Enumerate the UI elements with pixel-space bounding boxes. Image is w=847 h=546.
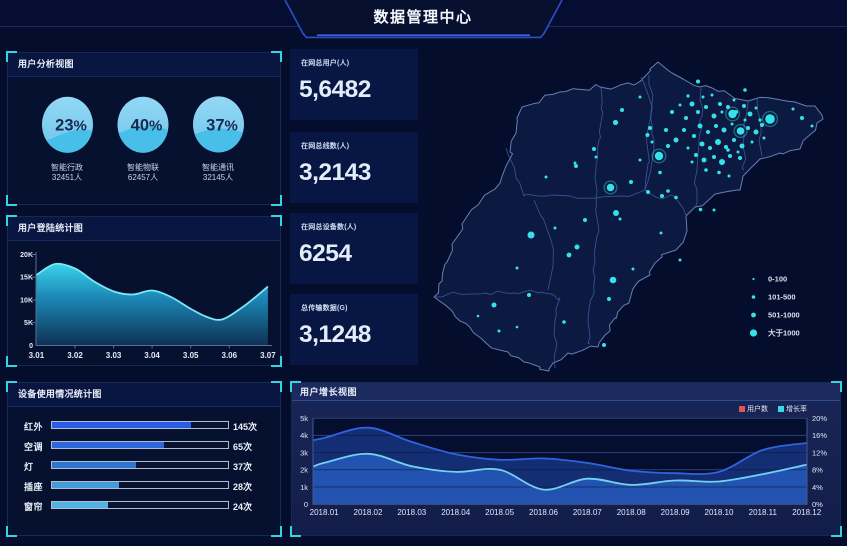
svg-text:2018.04: 2018.04 [441,508,470,517]
svg-text:2018.02: 2018.02 [354,508,383,517]
svg-text:2018.05: 2018.05 [485,508,514,517]
svg-text:3.07: 3.07 [260,351,276,360]
svg-text:3.02: 3.02 [67,351,83,360]
svg-text:0: 0 [304,500,308,509]
svg-text:37%: 37% [206,116,238,134]
svg-text:0-100: 0-100 [768,275,787,284]
svg-text:3.05: 3.05 [183,351,199,360]
svg-text:2018.11: 2018.11 [749,508,778,517]
svg-text:40%: 40% [131,117,163,135]
svg-text:3.06: 3.06 [222,351,238,360]
svg-text:2018.07: 2018.07 [573,508,602,517]
svg-text:大于1000: 大于1000 [768,328,800,338]
svg-text:4k: 4k [300,431,308,440]
svg-text:101-500: 101-500 [768,293,796,302]
svg-text:2018.10: 2018.10 [705,508,734,517]
svg-text:2018.09: 2018.09 [661,508,690,517]
svg-text:3k: 3k [300,448,308,457]
svg-text:0%: 0% [812,500,823,509]
svg-text:2018.08: 2018.08 [617,508,646,517]
svg-text:5k: 5k [300,414,308,423]
svg-text:10K: 10K [20,298,33,305]
svg-text:8%: 8% [812,466,823,475]
svg-text:12%: 12% [812,448,827,457]
svg-text:2018.06: 2018.06 [529,508,558,517]
svg-text:2k: 2k [300,466,308,475]
svg-text:5K: 5K [24,320,33,327]
svg-text:23%: 23% [55,117,87,135]
svg-text:2018.01: 2018.01 [310,508,339,517]
svg-text:2018.12: 2018.12 [792,508,821,517]
svg-text:16%: 16% [812,431,827,440]
svg-text:501-1000: 501-1000 [768,311,800,320]
svg-text:0: 0 [29,343,33,350]
svg-text:3.04: 3.04 [144,351,160,360]
svg-text:4%: 4% [812,483,823,492]
svg-text:15K: 15K [20,275,33,282]
svg-text:20K: 20K [20,252,33,259]
svg-text:3.03: 3.03 [106,351,122,360]
svg-text:3.01: 3.01 [29,351,45,360]
svg-text:1k: 1k [300,483,308,492]
svg-text:20%: 20% [812,414,827,423]
svg-text:2018.03: 2018.03 [397,508,426,517]
